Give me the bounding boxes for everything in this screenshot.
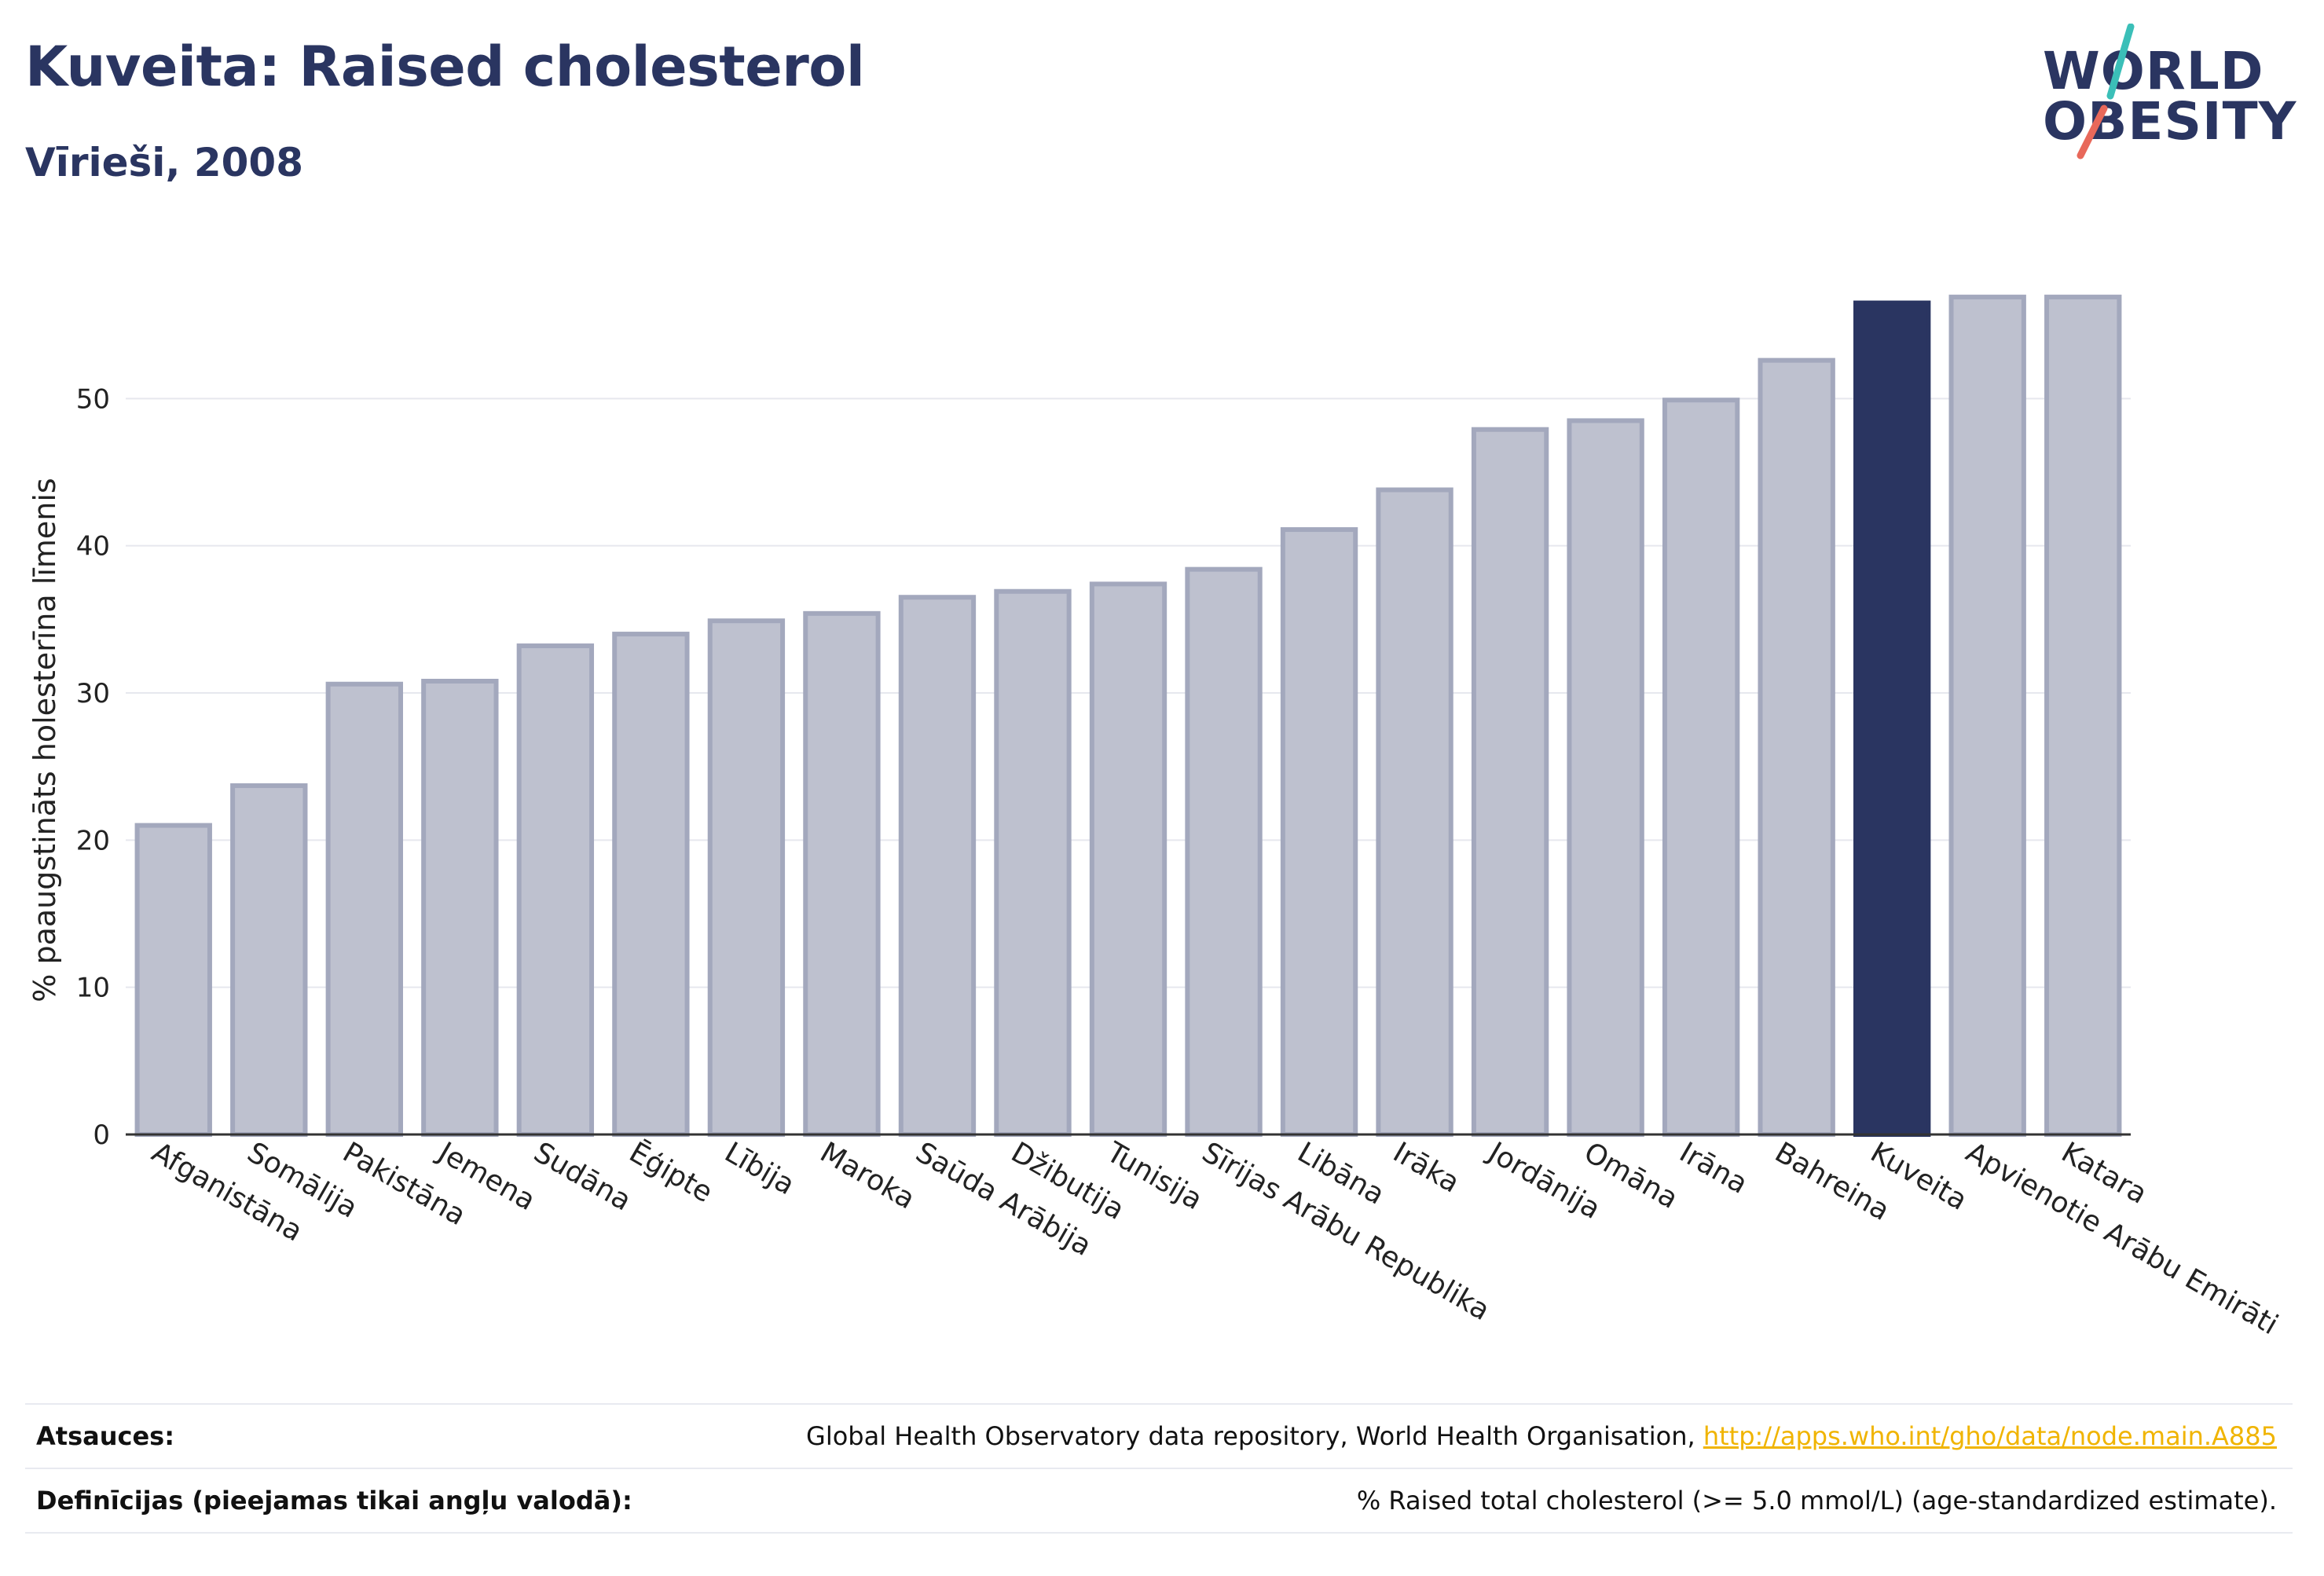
sources-value: Global Health Observatory data repositor… [806, 1421, 2293, 1451]
bar-9[interactable] [994, 588, 1072, 1137]
bar-11[interactable] [1185, 566, 1263, 1137]
bar-6[interactable] [707, 618, 786, 1137]
bar-17[interactable] [1758, 357, 1835, 1138]
y-tick-label: 30 [76, 678, 110, 709]
sources-text: Global Health Observatory data repositor… [806, 1421, 1695, 1451]
x-tick-label: Irāna [1674, 1136, 1753, 1200]
bar-10[interactable] [1089, 581, 1167, 1137]
sources-row: Atsauces: Global Health Observatory data… [25, 1403, 2293, 1468]
bar-7[interactable] [803, 610, 881, 1137]
y-axis-ticks: 0 10 20 30 40 50 [76, 383, 110, 1151]
chart-subtitle: Vīrieši, 2008 [25, 140, 304, 185]
definitions-text: % Raised total cholesterol (>= 5.0 mmol/… [1356, 1486, 2277, 1516]
bar-14[interactable] [1471, 427, 1549, 1137]
y-tick-label: 0 [93, 1120, 110, 1151]
bar-8[interactable] [898, 595, 977, 1137]
logo-slash-icon [2077, 24, 2135, 159]
bar-15[interactable] [1567, 418, 1644, 1137]
x-axis-labels: AfganistānaSomālijaPakistānaJemenaSudāna… [146, 1135, 2283, 1341]
bar-18[interactable] [1853, 300, 1931, 1138]
x-tick-label: Sudāna [528, 1136, 636, 1217]
bar-20[interactable] [2044, 295, 2122, 1137]
y-axis-title: % paaugstināts holesterīna līmenis [27, 478, 62, 1002]
x-tick-label: Lībija [719, 1136, 800, 1201]
definitions-label: Definīcijas (pieejamas tikai angļu valod… [36, 1486, 632, 1516]
world-obesity-logo[interactable]: WORLD OBESITY [2043, 24, 2310, 165]
bar-3[interactable] [421, 679, 499, 1137]
chart-title: Kuveita: Raised cholesterol [25, 35, 865, 99]
bar-0[interactable] [134, 823, 212, 1137]
bar-5[interactable] [612, 632, 690, 1137]
bar-chart: 0 10 20 30 40 50 AfganistānaSomālijaPakistāna… [27, 295, 2283, 1341]
x-tick-label: Irāka [1387, 1136, 1464, 1199]
bar-4[interactable] [516, 643, 595, 1137]
definitions-row: Definīcijas (pieejamas tikai angļu valod… [25, 1468, 2293, 1534]
x-tick-label: Ēģipte [624, 1136, 718, 1209]
bar-19[interactable] [1948, 295, 2026, 1137]
y-tick-label: 10 [76, 973, 110, 1004]
sources-label: Atsauces: [36, 1421, 174, 1451]
bars [134, 295, 2122, 1138]
y-tick-label: 20 [76, 825, 110, 856]
bar-2[interactable] [325, 681, 403, 1137]
y-tick-label: 40 [76, 531, 110, 563]
sources-link[interactable]: http://apps.who.int/gho/data/node.main.A… [1703, 1421, 2277, 1451]
logo-line-1: WORLD [2043, 41, 2264, 101]
bar-13[interactable] [1376, 487, 1453, 1137]
bar-12[interactable] [1280, 527, 1358, 1137]
y-tick-label: 50 [76, 383, 110, 415]
x-tick-label: Maroka [815, 1136, 920, 1215]
bar-1[interactable] [230, 783, 308, 1138]
bar-16[interactable] [1662, 398, 1740, 1137]
